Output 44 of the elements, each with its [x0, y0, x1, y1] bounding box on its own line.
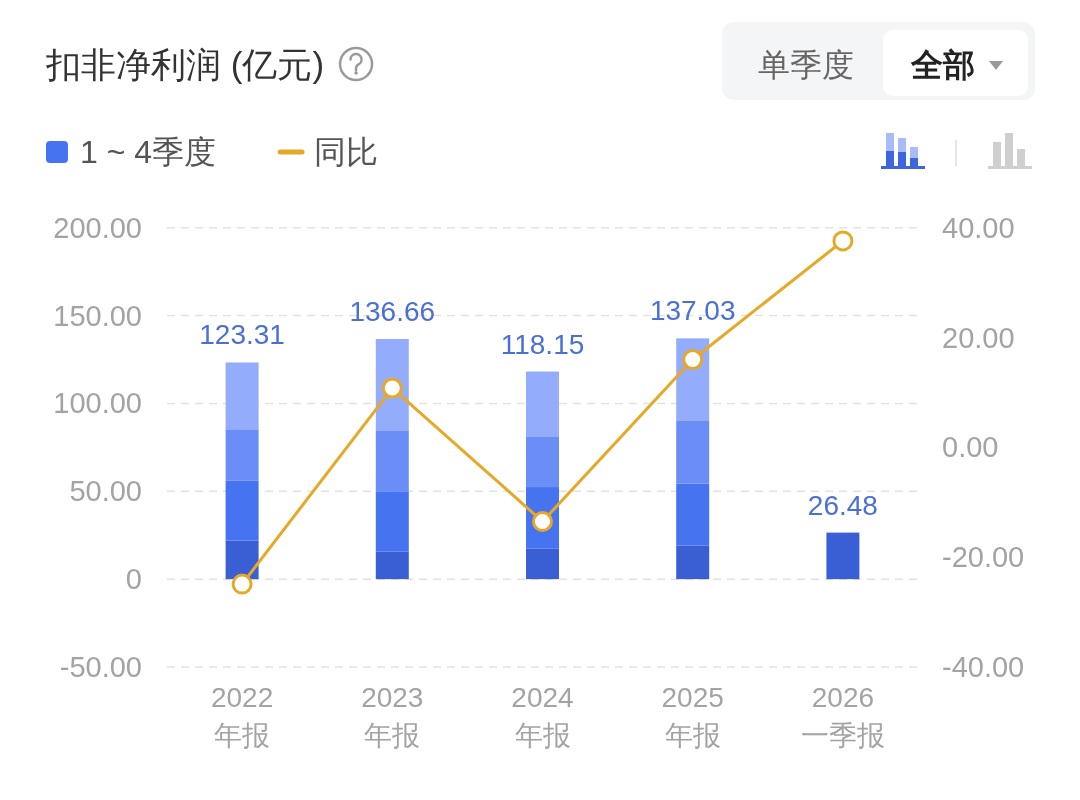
bar: [375, 491, 409, 552]
point: [231, 573, 253, 595]
bar: [526, 371, 559, 437]
bar: [676, 545, 710, 580]
x-tick-label: 2022 年报: [210, 682, 274, 751]
y-tick-label: 50.00: [69, 475, 142, 508]
x-tick-label: 2024 年报: [511, 682, 574, 751]
legend-label: 同比: [314, 134, 379, 170]
total-label: 137.03: [649, 295, 736, 327]
total-label: 26.48: [807, 489, 878, 521]
point: [832, 230, 854, 252]
point: [682, 348, 704, 370]
y2-tick-label: -20.00: [942, 541, 1025, 574]
bar: [375, 551, 409, 580]
text: 全部: [910, 47, 975, 83]
y-tick-label: 100.00: [53, 387, 142, 420]
x-tick-label: 2023 年报: [361, 682, 424, 751]
bar: [225, 480, 259, 541]
y-tick-label: 200.00: [53, 211, 142, 244]
text: 单季度: [758, 47, 854, 83]
x-tick-label: 2025 年报: [661, 682, 724, 751]
bar: [676, 483, 710, 546]
x-tick-label: 2026 一季报: [800, 682, 885, 751]
chart-title: 扣非净利润 (亿元): [45, 44, 325, 84]
legend-label: 1 ~ 4季度: [80, 134, 217, 170]
y2-tick-label: 20.00: [942, 321, 1015, 354]
total-label: 123.31: [199, 319, 285, 351]
bar: [375, 430, 409, 492]
bar: [676, 420, 710, 484]
y2-tick-label: -40.00: [942, 651, 1025, 683]
bar: [225, 540, 259, 580]
y-tick-label: -50.00: [59, 651, 142, 683]
total-label: 118.15: [500, 328, 585, 360]
bar: [225, 362, 259, 430]
point: [381, 377, 403, 399]
bar: [526, 436, 559, 488]
bar: [225, 429, 259, 481]
bar: [826, 532, 860, 580]
y-tick-label: 0: [125, 563, 142, 596]
y-tick-label: 150.00: [53, 299, 142, 332]
y2-tick-label: 40.00: [942, 211, 1015, 244]
bar: [526, 548, 559, 580]
y2-tick-label: 0.00: [942, 431, 999, 464]
total-label: 136.66: [349, 296, 436, 327]
